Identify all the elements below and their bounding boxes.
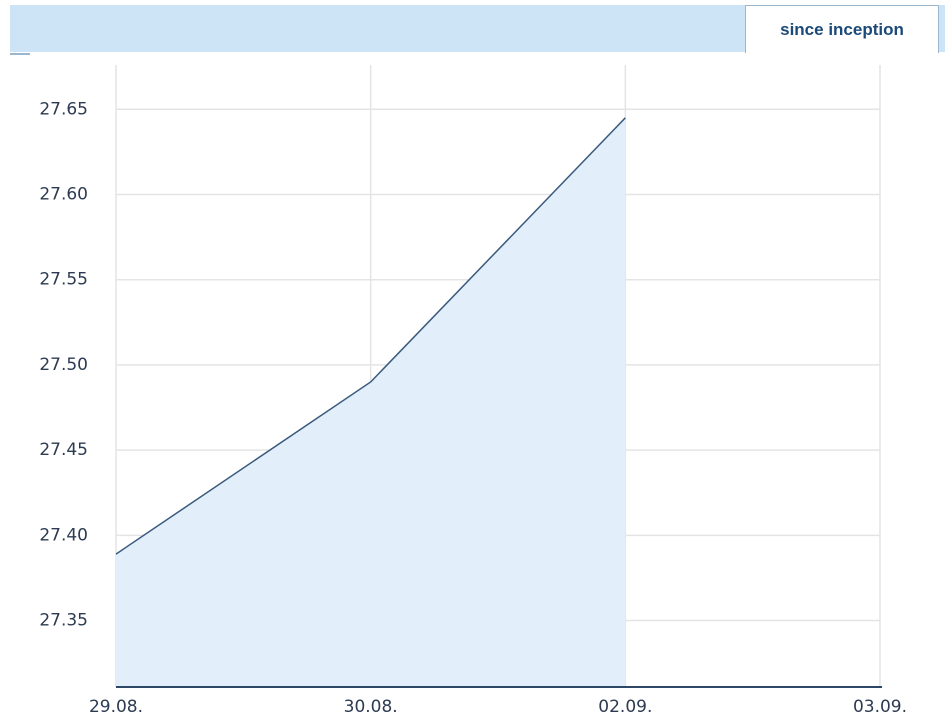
y-tick-label: 27.65: [39, 99, 88, 119]
x-tick-label: 03.09.: [853, 697, 907, 717]
x-tick-label: 30.08.: [344, 697, 398, 717]
y-tick-label: 27.40: [39, 525, 88, 545]
x-tick-label: 02.09.: [598, 697, 652, 717]
y-tick-label: 27.60: [39, 185, 88, 205]
area-fill: [116, 117, 626, 688]
y-tick-label: 27.45: [39, 440, 88, 460]
y-tick-label: 27.55: [39, 270, 88, 290]
y-tick-label: 27.35: [39, 611, 88, 631]
period-tab[interactable]: since inception: [745, 5, 939, 53]
y-tick-label: 27.50: [39, 355, 88, 375]
x-tick-label: 29.08.: [89, 697, 143, 717]
divider: [10, 53, 30, 55]
line: [115, 117, 626, 555]
